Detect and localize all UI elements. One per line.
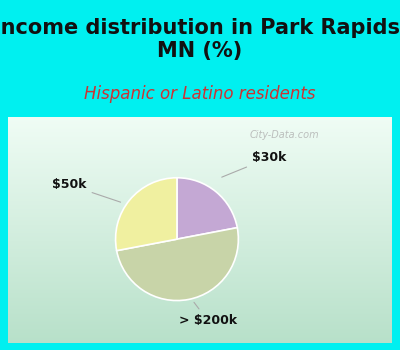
Text: $30k: $30k <box>222 152 286 177</box>
Text: > $200k: > $200k <box>179 302 237 327</box>
Text: Income distribution in Park Rapids,
MN (%): Income distribution in Park Rapids, MN (… <box>0 18 400 61</box>
Text: City-Data.com: City-Data.com <box>250 130 319 140</box>
Wedge shape <box>117 228 238 301</box>
Wedge shape <box>116 178 177 251</box>
Wedge shape <box>177 178 237 239</box>
Text: Hispanic or Latino residents: Hispanic or Latino residents <box>84 85 316 103</box>
Text: $50k: $50k <box>52 178 120 202</box>
